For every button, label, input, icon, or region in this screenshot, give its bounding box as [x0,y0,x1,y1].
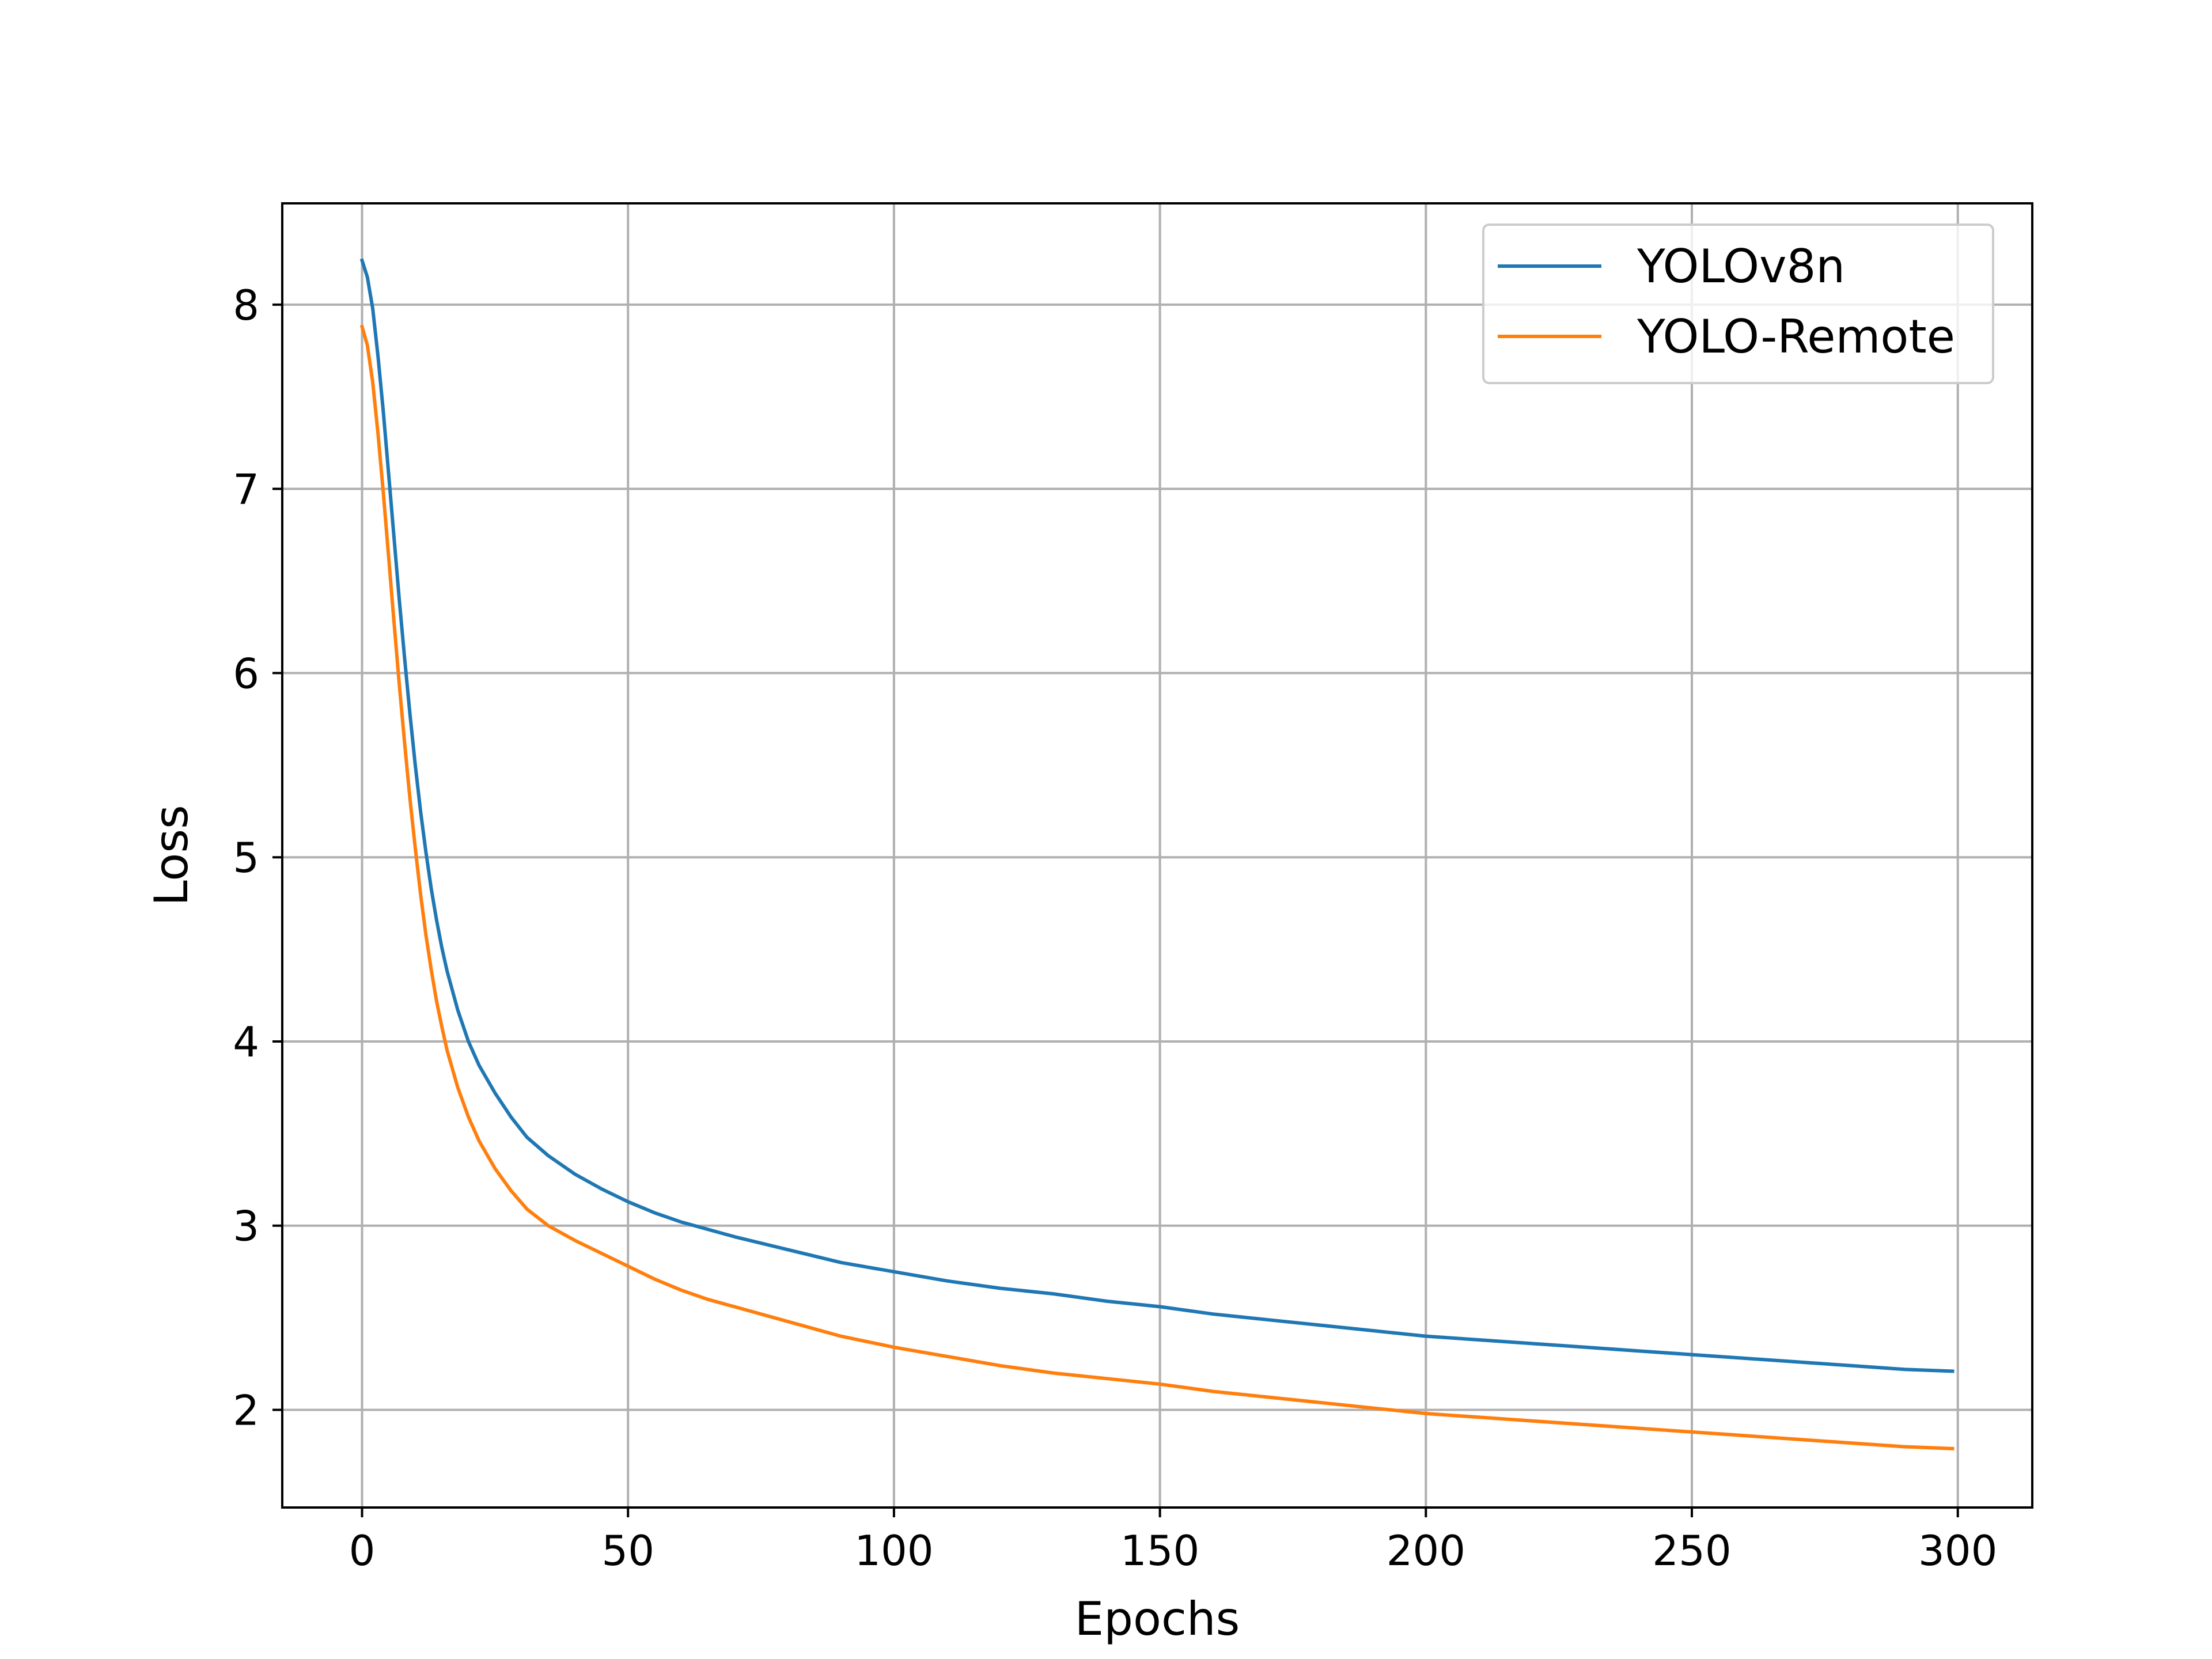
x-tick-label: 200 [1387,1527,1465,1575]
x-tick-label: 100 [854,1527,933,1575]
y-axis-label: Loss [145,805,198,906]
y-tick-label: 3 [233,1202,259,1251]
series-line [359,324,1955,1450]
legend-box [1482,224,1994,384]
legend-entry-label: YOLO-Remote [1637,310,1955,363]
grid-lines [282,203,2032,1508]
x-tick-label: 150 [1120,1527,1199,1575]
y-tick-label: 5 [233,834,259,882]
x-tick-label: 0 [349,1527,376,1575]
x-tick-label: 300 [1918,1527,1997,1575]
y-tick-label: 8 [233,281,259,329]
y-tick-label: 2 [233,1387,259,1435]
x-axis-label: Epochs [1075,1592,1240,1646]
y-tick-label: 6 [233,649,259,698]
legend: YOLOv8n YOLO-Remote [1482,224,1994,384]
legend-entry-label: YOLOv8n [1637,240,1845,293]
y-axis-ticks: 2 3 4 5 6 7 8 [233,281,282,1435]
y-tick-label: 7 [233,465,259,514]
x-tick-label: 50 [601,1527,654,1575]
y-tick-label: 4 [233,1018,259,1066]
data-series [359,258,1955,1450]
plot-area-frame [281,202,2033,1509]
x-axis-ticks: 0 50 100 150 200 250 300 [349,1508,1997,1575]
x-tick-label: 250 [1652,1527,1731,1575]
series-line [359,258,1955,1373]
